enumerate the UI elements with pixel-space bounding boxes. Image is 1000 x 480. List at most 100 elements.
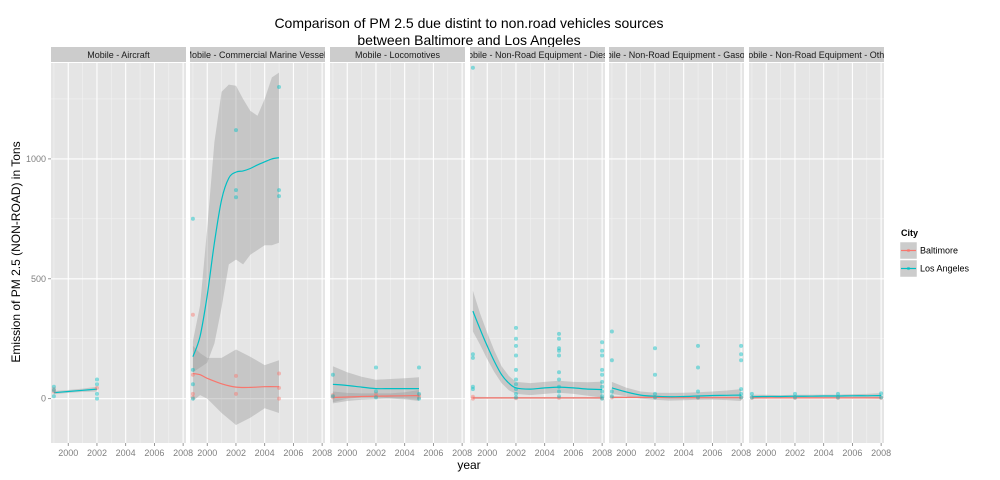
x-tick-label: 2006 (842, 448, 862, 458)
x-tick-label: 2004 (395, 448, 415, 458)
x-tick-label: 2008 (871, 448, 891, 458)
facet-strip-label: Mobile - Non-Road Equipment - Gasoline (594, 50, 759, 60)
gridlines (51, 63, 186, 443)
data-point-baltimore (417, 395, 421, 400)
facet-strip (609, 47, 744, 62)
x-tick-label: 2000 (616, 448, 636, 458)
facet-strip (330, 47, 465, 62)
smooth-line-los-angeles (53, 388, 98, 394)
chart-title-line2: between Baltimore and Los Angeles (357, 32, 580, 48)
smooth-line-los-angeles (332, 383, 419, 390)
data-point-los-angeles (514, 391, 518, 396)
data-point-los-angeles (95, 391, 99, 396)
data-point-baltimore (190, 391, 195, 396)
data-point-los-angeles (417, 396, 421, 401)
data-point-los-angeles (51, 384, 56, 389)
x-tick-label: 2004 (674, 448, 694, 458)
data-point-los-angeles (470, 355, 475, 360)
data-point-los-angeles (374, 365, 378, 370)
data-point-baltimore (277, 385, 281, 390)
data-point-los-angeles (739, 395, 744, 400)
data-point-baltimore (190, 395, 195, 400)
panel-background (470, 63, 605, 443)
facet-panel-2: Mobile - Commercial Marine Vessels 2000 20… (184, 47, 332, 458)
data-point-los-angeles (696, 343, 700, 348)
data-point-los-angeles (696, 395, 700, 400)
y-tick-label: 1000 (26, 154, 46, 164)
data-point-baltimore (374, 394, 378, 399)
facet-strip (470, 47, 605, 62)
data-point-baltimore (557, 395, 561, 400)
data-point-baltimore (836, 395, 840, 400)
x-tick-label: 2002 (366, 448, 386, 458)
data-point-los-angeles (696, 365, 700, 370)
x-tick-label: 2000 (58, 448, 78, 458)
smooth-line-los-angeles (751, 394, 882, 398)
data-point-los-angeles (51, 394, 56, 399)
x-tick-label: 2000 (756, 448, 776, 458)
data-point-los-angeles (600, 379, 605, 384)
x-tick-label: 2002 (645, 448, 665, 458)
legend-key-point (906, 248, 911, 253)
data-point-los-angeles (95, 377, 99, 382)
data-point-los-angeles (557, 370, 561, 375)
data-point-baltimore (277, 371, 281, 376)
data-point-los-angeles (739, 358, 744, 363)
data-point-los-angeles (557, 353, 561, 358)
data-point-los-angeles (234, 188, 238, 193)
data-point-los-angeles (514, 377, 518, 382)
data-point-los-angeles (470, 352, 475, 357)
data-point-los-angeles (739, 343, 744, 348)
data-point-los-angeles (470, 65, 475, 70)
data-point-los-angeles (557, 384, 561, 389)
data-point-baltimore (234, 391, 238, 396)
data-point-baltimore (330, 395, 335, 400)
data-point-baltimore (514, 396, 518, 401)
data-point-los-angeles (557, 389, 561, 394)
gridlines (470, 63, 605, 443)
x-tick-label: 2004 (535, 448, 555, 458)
confidence-ribbon-los-angeles (332, 366, 419, 403)
x-tick-label: 2000 (337, 448, 357, 458)
panel-background (749, 63, 884, 443)
x-tick-label: 2008 (731, 448, 751, 458)
data-point-los-angeles (653, 372, 657, 377)
smooth-line-los-angeles (192, 157, 280, 357)
data-point-los-angeles (277, 85, 281, 89)
y-axis: 0 500 1000 (26, 154, 51, 404)
smooth-line-los-angeles (472, 310, 603, 391)
data-point-los-angeles (514, 353, 518, 358)
x-tick-label: 2004 (116, 448, 136, 458)
data-point-los-angeles (557, 348, 561, 353)
data-point-baltimore (95, 385, 99, 390)
data-point-los-angeles (514, 382, 518, 387)
data-point-baltimore (330, 393, 335, 398)
data-point-baltimore (696, 395, 700, 400)
x-tick-label: 2008 (452, 448, 472, 458)
data-point-baltimore (277, 396, 281, 401)
data-point-los-angeles (417, 365, 421, 370)
x-tick-label: 2008 (592, 448, 612, 458)
data-point-los-angeles (739, 352, 744, 357)
data-point-los-angeles (514, 325, 518, 330)
x-tick-label: 2008 (173, 448, 193, 458)
facet-strip (190, 47, 325, 62)
facet-strip-label: Mobile - Locomotives (355, 50, 441, 60)
x-tick-label: 2002 (785, 448, 805, 458)
smooth-line-baltimore (192, 372, 280, 389)
smooth-line-los-angeles (611, 387, 742, 398)
data-point-los-angeles (374, 395, 378, 400)
data-point-los-angeles (696, 389, 700, 394)
data-point-los-angeles (836, 395, 840, 400)
data-point-baltimore (600, 396, 605, 401)
facet-strip (51, 47, 186, 62)
facet-strip-label: Mobile - Commercial Marine Vessels (184, 50, 331, 60)
y-tick-label: 0 (41, 394, 46, 404)
data-point-los-angeles (600, 372, 605, 377)
data-point-baltimore (417, 393, 421, 398)
data-point-los-angeles (95, 396, 99, 401)
x-tick-label: 2000 (477, 448, 497, 458)
